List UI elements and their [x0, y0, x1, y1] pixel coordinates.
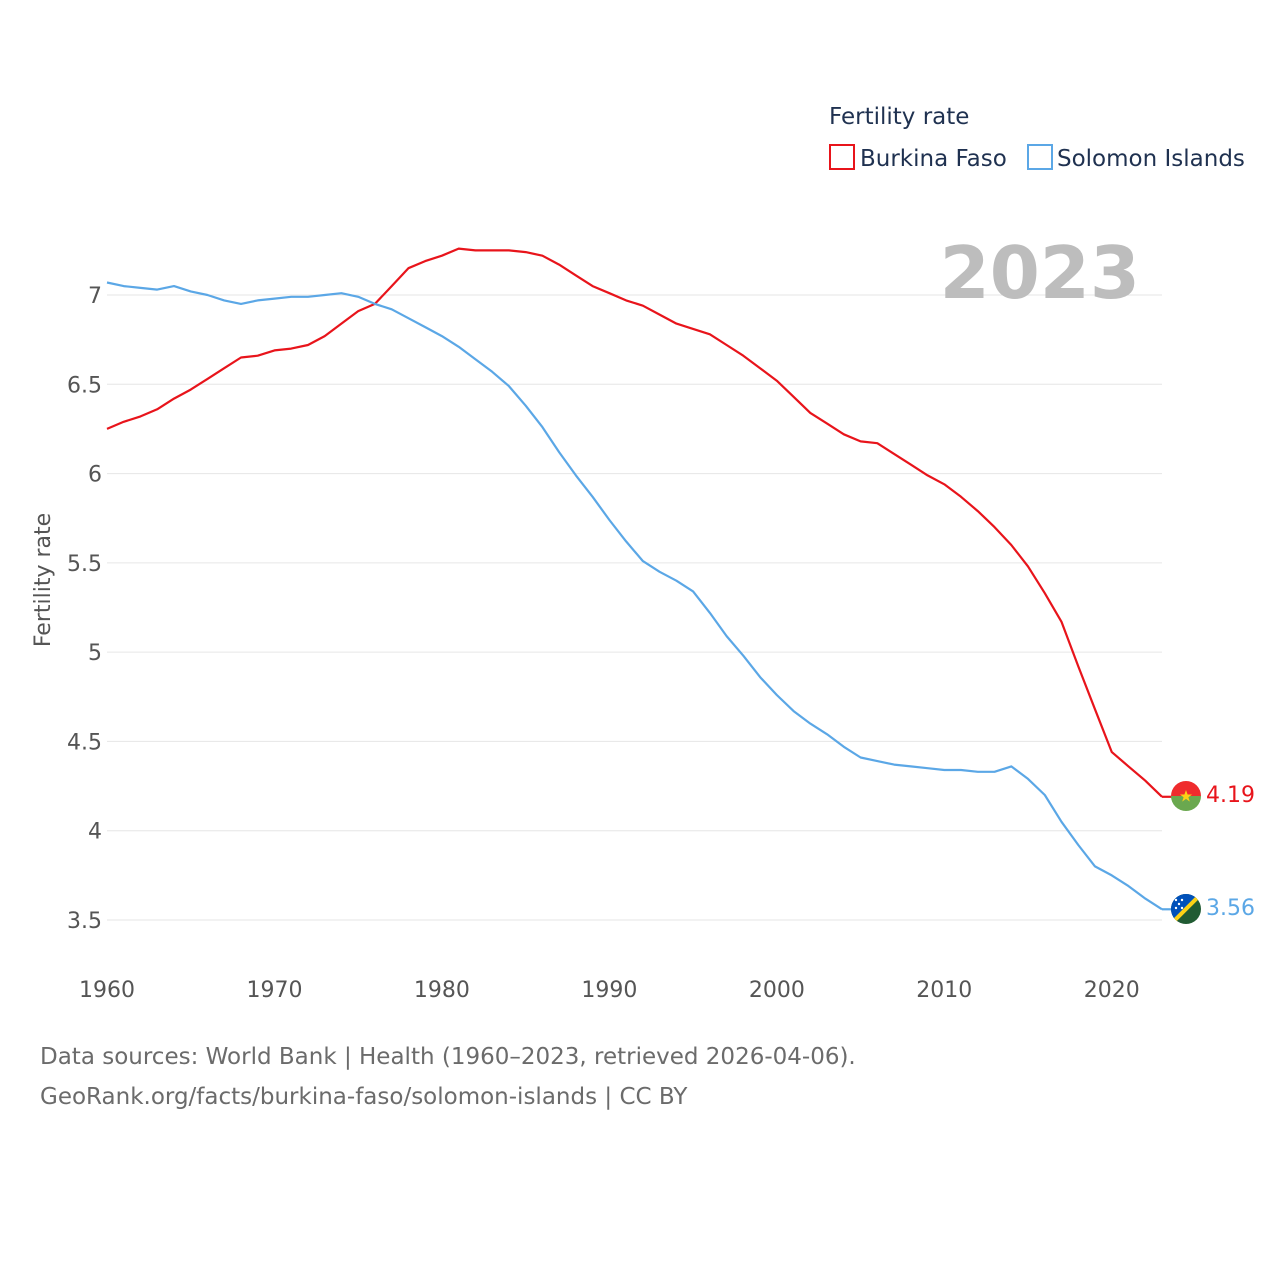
x-tick-label: 2020 [1084, 978, 1140, 1003]
end-label-solomon-islands: 3.56 [1206, 896, 1255, 921]
legend: Fertility rate Burkina Faso Solomon Isla… [829, 104, 1245, 172]
x-tick-label: 1970 [246, 978, 302, 1003]
x-tick-label: 2000 [749, 978, 805, 1003]
x-tick-label: 1960 [79, 978, 135, 1003]
series-lines [106, 247, 1172, 911]
x-tick-label: 2010 [916, 978, 972, 1003]
legend-title: Fertility rate [829, 104, 969, 130]
solomon-islands-flag-icon [1171, 894, 1201, 924]
legend-label-solomon-islands: Solomon Islands [1057, 146, 1245, 172]
legend-swatch-burkina-faso [829, 144, 855, 170]
x-tick-label: 1980 [414, 978, 470, 1003]
y-tick-label: 7 [88, 284, 102, 309]
y-tick-label: 4.5 [67, 730, 102, 755]
footer-attribution: GeoRank.org/facts/burkina-faso/solomon-i… [40, 1084, 688, 1110]
x-axis: 1960 1970 1980 1990 2000 2010 2020 [79, 978, 1140, 1003]
y-tick-label: 5.5 [67, 552, 102, 577]
y-tick-label: 5 [88, 641, 102, 666]
y-tick-label: 3.5 [67, 909, 102, 934]
y-tick-label: 6.5 [67, 373, 102, 398]
y-tick-label: 4 [88, 820, 102, 845]
burkina-faso-flag-icon [1171, 781, 1201, 811]
y-axis-title: Fertility rate [31, 513, 56, 647]
y-axis: 3.5 4 4.5 5 5.5 6 6.5 7 [67, 284, 102, 934]
series-line-solomon-islands [106, 281, 1163, 911]
gridlines [107, 294, 1162, 921]
legend-label-burkina-faso: Burkina Faso [860, 146, 1007, 172]
x-tick-label: 1990 [581, 978, 637, 1003]
legend-swatch-solomon-islands [1027, 144, 1053, 170]
footer-sources: Data sources: World Bank | Health (1960–… [40, 1044, 856, 1070]
end-label-burkina-faso: 4.19 [1206, 783, 1255, 808]
series-line-burkina-faso [106, 247, 1163, 798]
y-tick-label: 6 [88, 463, 102, 488]
year-label: 2023 [940, 231, 1140, 315]
